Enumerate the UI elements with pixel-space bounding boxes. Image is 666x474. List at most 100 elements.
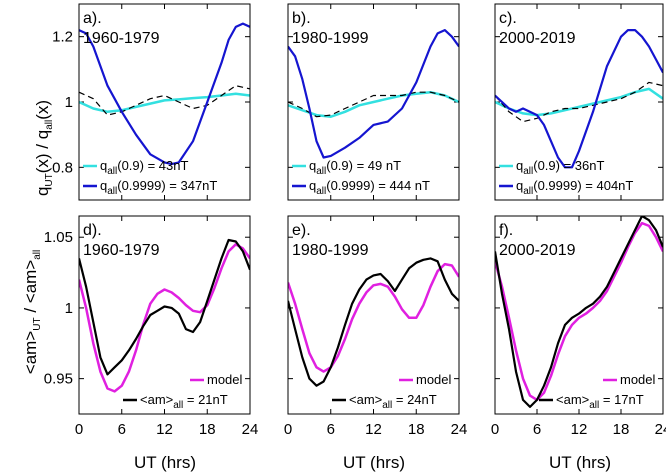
x-tick-label: 0: [75, 421, 83, 438]
top-y-axis-label: qUT(x) / qall(x): [33, 100, 55, 196]
panel-label: e).: [292, 222, 311, 239]
series-group: [495, 29, 663, 169]
series-line-1: [79, 243, 250, 393]
x-tick-label: 24: [242, 421, 259, 438]
panel-frame: [287, 215, 460, 415]
legend-subscript: all: [523, 166, 533, 177]
x-tick-label: 18: [408, 421, 425, 438]
x-tick-label: 12: [365, 421, 382, 438]
panel-period: 1960-1979: [83, 242, 160, 259]
legend-text: = 21nT: [183, 392, 228, 407]
x-tick-label: 24: [655, 421, 666, 438]
series-group: [79, 22, 250, 166]
series-line-1: [495, 221, 663, 402]
series-group: [288, 29, 459, 159]
x-tick-label: 6: [118, 421, 126, 438]
x-tick-label: 6: [327, 421, 335, 438]
x-tick-label: 12: [571, 421, 588, 438]
y-tick-label: 0.8: [52, 159, 73, 176]
panel-label: a).: [83, 10, 102, 27]
legend-text: <am>: [140, 392, 173, 407]
y-tick-label: 1: [65, 300, 73, 317]
y-tick-label: 0.95: [44, 371, 73, 388]
legend-subscript: all: [316, 166, 326, 177]
series-line-2: [79, 85, 250, 116]
legend-text: (0.9) = 36nT: [533, 158, 604, 173]
legend-text: (0.9999) = 444 nT: [326, 178, 430, 193]
series-line-3: [288, 29, 459, 159]
legend-text: model: [620, 372, 656, 387]
legend-text: <am>: [349, 392, 382, 407]
legend-subscript: all: [107, 166, 117, 177]
series-line-3: [79, 22, 250, 166]
x-axis-label-right: UT (hrs): [549, 453, 611, 472]
x-tick-label: 6: [533, 421, 541, 438]
legend-entry: <am>all = 17nT: [556, 392, 644, 411]
panel-label: f).: [499, 222, 513, 239]
panel-frame: [287, 3, 460, 201]
panel-6: 0 6 12 18 24 f). 2000-2019 model <am>all = 17nT: [491, 215, 666, 438]
series-line-2: [288, 257, 459, 387]
legend-text: q: [100, 158, 107, 173]
x-tick-label: 0: [491, 421, 499, 438]
series-group: [495, 216, 663, 408]
legend-subscript: all: [523, 186, 533, 197]
legend-text: = 17nT: [599, 392, 644, 407]
panel-period: 1960-1979: [83, 30, 160, 47]
legend-subscript: all: [107, 186, 117, 197]
legend-text: q: [309, 178, 316, 193]
legend-text: (0.9999) = 347nT: [117, 178, 217, 193]
series-line-2: [79, 238, 250, 376]
panel-4: 0.95 1 1.05 0 6 12 18 24 d). 1960-1979 model <am>al…: [44, 215, 259, 438]
panel-frame: [494, 215, 664, 415]
legend-subscript: all: [316, 186, 326, 197]
x-tick-label: 0: [284, 421, 292, 438]
series-line-1: [288, 262, 459, 373]
y-tick-label: 1.05: [44, 229, 73, 246]
bottom-y-axis-label: <am>UT / <am>all: [21, 250, 43, 374]
panel-period: 1980-1999: [292, 242, 369, 259]
legend-entry: qall(0.9) = 43nT: [100, 158, 188, 177]
legend-entry: qall(0.9999) = 444 nT: [309, 178, 430, 197]
series-line-2: [495, 216, 663, 408]
x-tick-label: 18: [613, 421, 630, 438]
series-line-2: [288, 91, 459, 118]
legend-subscript: all: [589, 400, 599, 411]
series-group: [79, 238, 250, 393]
x-tick-label: 12: [156, 421, 173, 438]
legend-text: model: [207, 372, 243, 387]
legend-text: q: [100, 178, 107, 193]
legend-text: q: [516, 158, 523, 173]
legend-subscript: all: [173, 400, 183, 411]
legend-entry: qall(0.9) = 49 nT: [309, 158, 401, 177]
y-tick-label: 1.2: [52, 29, 73, 46]
panel-period: 2000-2019: [499, 30, 576, 47]
legend-text: q: [309, 158, 316, 173]
legend-entry: qall(0.9999) = 404nT: [516, 178, 633, 197]
legend-text: (0.9999) = 404nT: [533, 178, 633, 193]
legend-text: q: [516, 178, 523, 193]
series-line-1: [79, 92, 250, 114]
legend-entry: <am>all = 21nT: [140, 392, 228, 411]
legend-entry: <am>all = 24nT: [349, 392, 437, 411]
y-tick-label: 1: [65, 94, 73, 111]
panel-period: 2000-2019: [499, 242, 576, 259]
legend-entry: model: [620, 372, 656, 387]
x-tick-label: 24: [451, 421, 468, 438]
series-line-1: [495, 87, 663, 117]
panel-label: c).: [499, 10, 517, 27]
legend-entry: model: [207, 372, 243, 387]
legend-entry: qall(0.9) = 36nT: [516, 158, 604, 177]
panel-frame: [78, 3, 251, 201]
legend-text: (0.9) = 49 nT: [326, 158, 401, 173]
series-line-3: [495, 29, 663, 169]
legend-entry: model: [416, 372, 452, 387]
panel-period: 1980-1999: [292, 30, 369, 47]
legend-text: = 24nT: [392, 392, 437, 407]
panel-label: b).: [292, 10, 311, 27]
